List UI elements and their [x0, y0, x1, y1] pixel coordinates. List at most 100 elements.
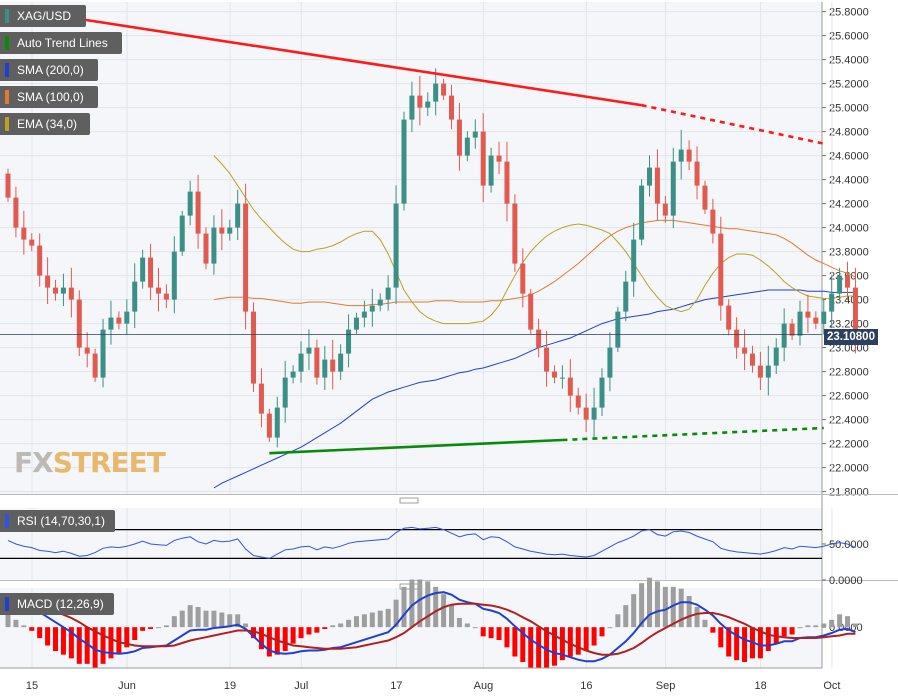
trendline-support-extension — [562, 426, 824, 442]
candle-up — [306, 347, 312, 354]
macd-signal-line — [7, 602, 856, 656]
candle-up — [140, 257, 146, 282]
macd-histogram-bar — [647, 577, 653, 628]
candle-down — [544, 347, 550, 372]
macd-histogram-bar — [845, 616, 851, 628]
macd-histogram-bar — [496, 627, 502, 640]
macd-histogram-bar — [623, 605, 629, 628]
candle-down — [195, 191, 201, 234]
macd-histogram-bar — [298, 627, 304, 639]
macd-histogram-bar — [639, 583, 645, 628]
candle-down — [575, 395, 581, 408]
macd-histogram-bar — [409, 579, 415, 628]
candle-down — [441, 83, 447, 96]
candle-up — [464, 137, 470, 156]
candle-down — [805, 311, 811, 318]
macd-histogram-bar — [599, 627, 605, 637]
macd-histogram-bar — [765, 627, 771, 651]
candle-up — [631, 239, 637, 282]
macd-histogram-bar — [472, 627, 478, 629]
candle-up — [377, 299, 383, 306]
candle-down — [749, 353, 755, 366]
candle-up — [559, 377, 565, 379]
price-y-tick-label: 25.0000 — [829, 103, 869, 115]
macd-histogram-bar — [726, 627, 732, 657]
candle-down — [13, 197, 19, 228]
candle-down — [852, 287, 858, 336]
macd-histogram-bar — [5, 614, 11, 628]
series-line-sma-200-0- — [213, 289, 856, 489]
macd-histogram-bar — [433, 586, 439, 628]
logo-fx: FX — [14, 446, 54, 479]
candle-up — [346, 329, 352, 354]
rsi-legend: RSI (14,70,30,1) — [0, 510, 116, 532]
macd-histogram-bar — [544, 627, 550, 668]
legend-item: Auto Trend Lines — [0, 32, 122, 54]
macd-histogram-bar — [583, 627, 589, 651]
candle-up — [211, 227, 217, 264]
legend-item: SMA (100,0) — [0, 86, 98, 108]
candle-down — [504, 161, 510, 204]
trendline-resistance — [7, 6, 642, 107]
candle-down — [203, 233, 209, 264]
trendline-resistance-extension — [641, 103, 825, 145]
candle-up — [393, 203, 399, 288]
candle-down — [148, 257, 154, 288]
macd-histogram-bar — [322, 627, 328, 629]
macd-histogram-bar — [314, 627, 320, 633]
macd-histogram-bar — [813, 625, 819, 628]
macd-histogram-bar — [251, 627, 257, 639]
macd-histogram-bar — [631, 594, 637, 628]
legend-swatch — [5, 63, 9, 77]
candle-up — [773, 347, 779, 366]
macd-histogram-bar — [456, 618, 462, 628]
candle-down — [496, 155, 502, 162]
rsi-line — [7, 526, 856, 559]
candle-down — [520, 263, 526, 294]
candle-down — [512, 203, 518, 264]
price-y-tick-label: 21.8000 — [829, 487, 869, 499]
macd-histogram-bar — [346, 619, 352, 628]
macd-histogram-bar — [559, 627, 565, 661]
candle-up — [488, 155, 494, 186]
candle-up — [821, 311, 827, 324]
macd-histogram-bar — [148, 627, 154, 629]
price-y-tick-label: 22.0000 — [829, 463, 869, 475]
candle-down — [710, 209, 716, 234]
legend-swatch — [5, 90, 9, 104]
macd-histogram-bar — [60, 627, 66, 655]
macd-histogram-bar — [551, 627, 557, 666]
legend-label: EMA (34,0) — [17, 117, 78, 131]
macd-histogram-bar — [203, 610, 209, 628]
macd-histogram-bar — [441, 594, 447, 628]
macd-histogram-bar — [68, 627, 74, 659]
candle-up — [171, 251, 177, 300]
candle-down — [702, 185, 708, 210]
candle-up — [678, 149, 684, 162]
candle-up — [235, 203, 241, 228]
price-y-tick-label: 23.8000 — [829, 247, 869, 259]
rsi-label: RSI (14,70,30,1) — [17, 514, 106, 528]
price-y-tick-label: 24.4000 — [829, 175, 869, 187]
macd-histogram-bar — [678, 588, 684, 628]
price-y-tick-label: 24.6000 — [829, 151, 869, 163]
candle-down — [662, 203, 668, 216]
candle-up — [274, 407, 280, 438]
legend-item: SMA (200,0) — [0, 59, 98, 81]
macd-histogram-bar — [757, 627, 763, 659]
macd-histogram-bar — [140, 627, 146, 631]
candle-down — [742, 347, 748, 354]
legend-item: XAG/USD — [0, 5, 86, 27]
candle-down — [219, 227, 225, 234]
candle-down — [155, 287, 161, 294]
price-y-tick-label: 24.8000 — [829, 127, 869, 139]
candle-down — [789, 323, 795, 336]
legend-label: SMA (200,0) — [17, 63, 84, 77]
macd-histogram-bar — [243, 623, 249, 628]
candle-down — [536, 329, 542, 348]
macd-histogram-bar — [512, 627, 518, 657]
macd-histogram-bar — [179, 610, 185, 628]
candle-up — [433, 83, 439, 102]
macd-histogram-bar — [393, 599, 399, 628]
candle-up — [639, 185, 645, 240]
